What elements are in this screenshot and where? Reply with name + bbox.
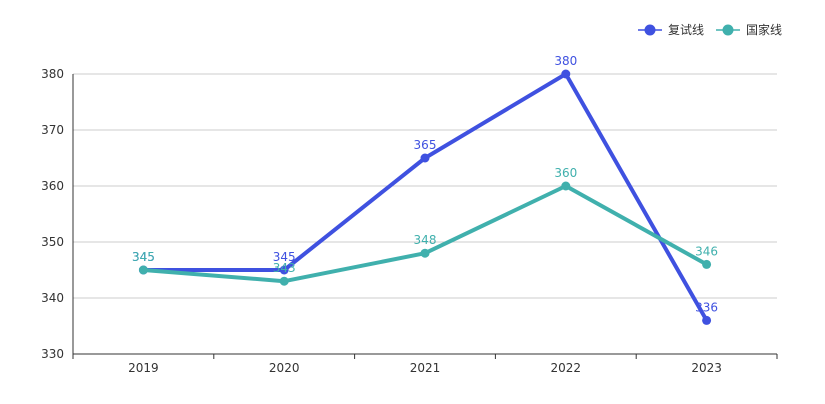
legend-item-2[interactable]: 国家线 xyxy=(716,22,782,37)
data-label: 336 xyxy=(695,300,718,314)
legend[interactable]: 复试线 国家线 xyxy=(638,22,782,37)
legend-label: 国家线 xyxy=(746,22,782,37)
data-point[interactable] xyxy=(279,276,289,286)
y-tick-label: 340 xyxy=(41,291,64,305)
series-line-1 xyxy=(141,72,709,323)
x-tick-label: 2023 xyxy=(691,361,722,375)
data-point[interactable] xyxy=(138,265,148,275)
data-point[interactable] xyxy=(702,259,712,269)
data-point[interactable] xyxy=(420,153,430,163)
x-tick-label: 2019 xyxy=(128,361,159,375)
data-point[interactable] xyxy=(279,265,289,275)
data-point[interactable] xyxy=(561,69,571,79)
data-label: 345 xyxy=(273,250,296,264)
series-lines xyxy=(138,69,712,325)
y-tick-label: 380 xyxy=(41,67,64,81)
data-label: 345 xyxy=(132,250,155,264)
data-label: 360 xyxy=(554,166,577,180)
x-tick-label: 2022 xyxy=(551,361,582,375)
data-point[interactable] xyxy=(702,315,712,325)
y-tick-label: 360 xyxy=(41,179,64,193)
legend-label: 复试线 xyxy=(668,22,704,37)
y-tick-label: 350 xyxy=(41,235,64,249)
data-label: 348 xyxy=(414,233,437,247)
x-tick-label: 2021 xyxy=(410,361,441,375)
data-label: 380 xyxy=(554,54,577,68)
legend-item-1[interactable]: 复试线 xyxy=(638,22,704,37)
data-point[interactable] xyxy=(420,248,430,258)
y-tick-label: 370 xyxy=(41,123,64,137)
data-point[interactable] xyxy=(561,181,571,191)
axes: 330 340 350 360 370 380 2019 2020 2021 2022 2023 xyxy=(41,67,778,375)
data-label: 365 xyxy=(414,138,437,152)
y-tick-label: 330 xyxy=(41,347,64,361)
grid-lines xyxy=(73,73,777,299)
legend-marker-icon xyxy=(644,24,656,36)
legend-marker-icon xyxy=(722,24,734,36)
data-label: 343 xyxy=(273,261,296,275)
x-tick-label: 2020 xyxy=(269,361,300,375)
data-label: 346 xyxy=(695,244,718,258)
data-label: 345 xyxy=(132,250,155,264)
